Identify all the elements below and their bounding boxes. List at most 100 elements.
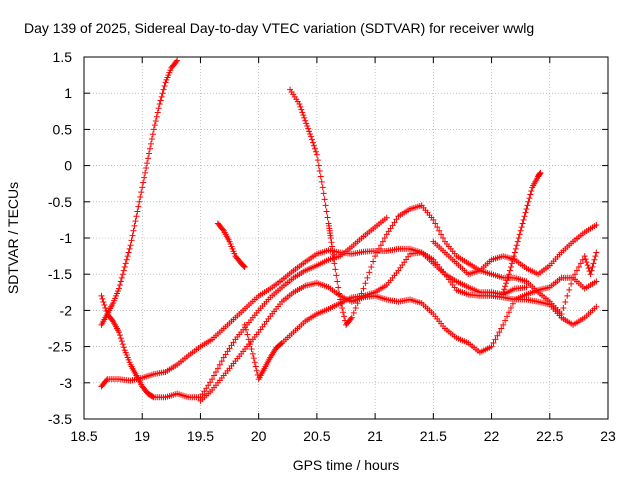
data-point [350, 309, 357, 316]
data-point [537, 169, 544, 176]
data-point [582, 256, 589, 263]
data-point [364, 274, 371, 281]
data-point [440, 235, 447, 241]
data-point [588, 267, 595, 274]
data-point [572, 271, 579, 278]
y-tick-label: -0.5 [48, 194, 72, 210]
data-point [103, 308, 110, 315]
data-point [337, 296, 344, 303]
data-point [103, 377, 110, 384]
data-point [381, 235, 388, 241]
data-point [514, 238, 521, 245]
data-point [510, 253, 517, 260]
data-point [203, 385, 210, 392]
data-point [100, 298, 107, 305]
data-point [523, 206, 530, 213]
data-point [512, 245, 519, 252]
data-point [509, 300, 516, 307]
data-point [354, 300, 361, 307]
data-point [562, 298, 569, 305]
data-point [502, 317, 509, 324]
data-point [121, 263, 128, 270]
data-point [277, 340, 284, 347]
data-point [507, 263, 514, 270]
data-point [124, 253, 131, 260]
data-point [436, 227, 443, 234]
data-point [218, 358, 225, 365]
data-point [216, 361, 223, 368]
data-point [115, 285, 122, 292]
data-point [340, 309, 347, 316]
x-tick-labels: 18.5 19 19.5 20 20.5 21 21.5 22 22.5 23 [70, 428, 616, 444]
data-point [135, 203, 142, 210]
data-point [323, 208, 330, 215]
data-point [568, 280, 575, 287]
data-point [564, 292, 571, 299]
data-point [118, 338, 125, 345]
data-point [566, 286, 573, 293]
data-point [327, 235, 334, 241]
data-point [137, 193, 144, 200]
x-tick-label: 19 [134, 428, 150, 444]
data-point [494, 332, 501, 339]
data-point [375, 245, 382, 252]
data-point [330, 251, 337, 258]
data-point [144, 160, 151, 167]
data-point [377, 242, 384, 249]
series-sat-c [98, 245, 600, 390]
y-tick-label: -1.5 [48, 266, 72, 282]
axis-ticks [83, 56, 609, 420]
data-point [141, 174, 148, 181]
data-point [318, 178, 325, 185]
data-point [509, 256, 516, 263]
data-point [328, 239, 335, 246]
data-point [519, 220, 526, 227]
data-point [504, 313, 511, 320]
y-tick-label: -2.5 [48, 339, 72, 355]
data-point [224, 348, 231, 355]
data-point [151, 122, 158, 129]
data-point [358, 290, 365, 297]
data-point [310, 142, 317, 149]
data-point [148, 136, 155, 143]
data-point [146, 145, 153, 152]
data-point [303, 120, 310, 127]
data-point [99, 295, 106, 302]
data-point [311, 145, 318, 152]
data-point [173, 58, 180, 65]
data-point [504, 277, 511, 284]
data-point [159, 90, 166, 97]
data-point [102, 304, 109, 311]
data-point [243, 326, 250, 333]
x-axis-label: GPS time / hours [293, 457, 400, 473]
data-point [527, 191, 534, 198]
data-point [143, 165, 150, 172]
data-point [524, 202, 531, 209]
data-point [496, 329, 503, 336]
series-sat-a [98, 57, 181, 328]
data-point [117, 335, 124, 342]
data-point [391, 219, 398, 226]
data-point [116, 332, 123, 339]
data-point [560, 304, 567, 311]
data-point [230, 339, 237, 346]
data-point [370, 258, 377, 265]
data-point [119, 271, 126, 278]
data-point [383, 214, 390, 221]
data-point [575, 263, 582, 270]
data-point [366, 269, 373, 276]
data-point [379, 238, 386, 245]
data-point [581, 253, 588, 260]
data-point [520, 216, 527, 223]
data-point [136, 198, 143, 205]
data-point [333, 272, 340, 279]
data-point [528, 187, 535, 194]
data-point [154, 109, 161, 116]
data-point [120, 344, 127, 351]
data-point [334, 278, 341, 285]
data-point [212, 368, 219, 375]
data-point [132, 218, 139, 225]
data-point [241, 321, 248, 328]
y-tick-label: -3 [60, 375, 73, 391]
data-point [500, 289, 507, 296]
